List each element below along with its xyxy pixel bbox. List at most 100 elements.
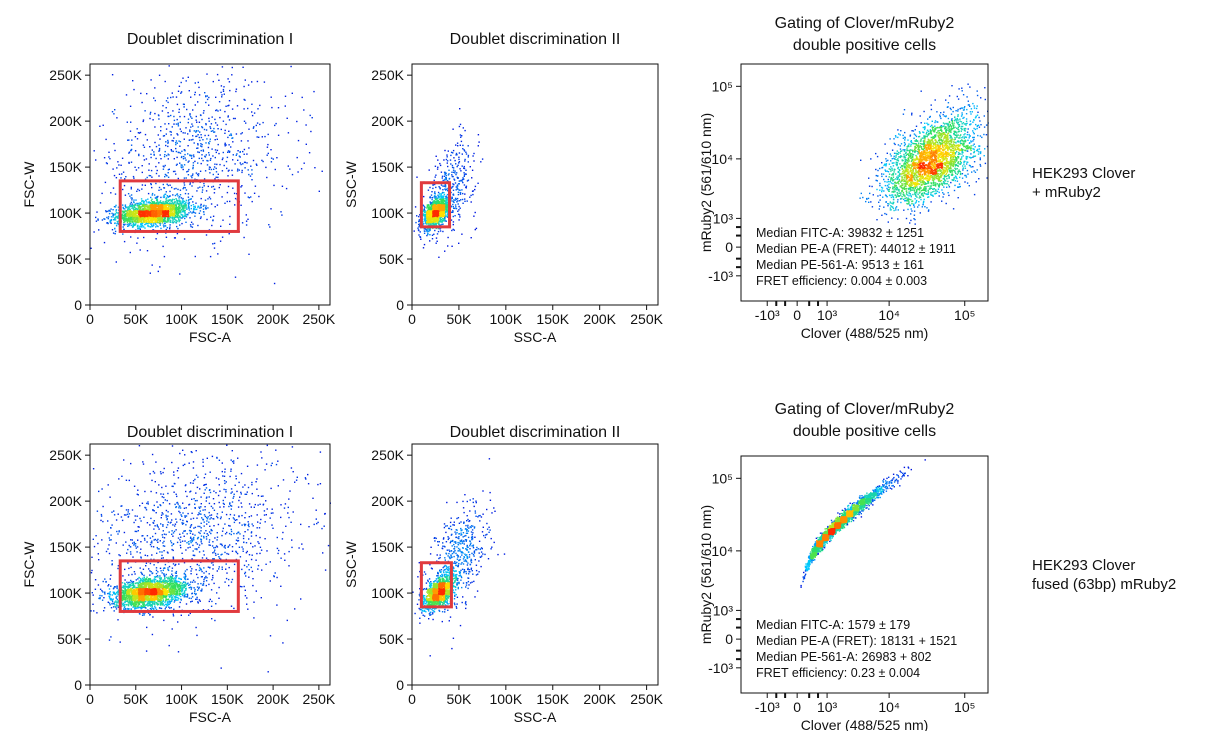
data-point — [195, 135, 197, 138]
data-point — [216, 138, 218, 140]
data-point — [442, 197, 444, 199]
data-point — [134, 209, 136, 211]
data-point — [146, 218, 149, 221]
data-point — [960, 107, 962, 109]
data-point — [150, 203, 153, 205]
data-point — [155, 213, 157, 215]
data-point — [285, 187, 288, 190]
data-point — [171, 217, 174, 219]
data-point — [140, 223, 142, 225]
data-point — [462, 177, 464, 179]
data-point — [434, 218, 437, 220]
data-point — [465, 187, 467, 189]
data-point — [153, 154, 155, 156]
data-point — [431, 238, 434, 240]
data-point — [135, 199, 137, 201]
data-point — [99, 202, 102, 204]
data-point — [301, 96, 303, 99]
data-point — [184, 209, 186, 212]
data-point — [156, 210, 158, 213]
data-point — [182, 206, 185, 208]
data-point — [224, 129, 226, 132]
data-point — [427, 204, 429, 206]
data-point — [252, 159, 255, 162]
data-point — [188, 203, 190, 205]
data-point — [427, 208, 430, 210]
data-point — [149, 213, 151, 215]
data-point — [114, 149, 116, 152]
data-point — [215, 109, 217, 112]
data-point — [431, 234, 434, 236]
data-point — [222, 151, 224, 154]
data-point — [171, 92, 173, 94]
data-point — [876, 219, 878, 221]
data-point — [185, 207, 187, 209]
data-point — [175, 164, 178, 166]
data-point — [183, 205, 185, 207]
data-point — [416, 215, 418, 217]
data-point — [435, 216, 437, 218]
data-point — [433, 217, 436, 219]
data-point — [952, 208, 955, 210]
data-point — [444, 200, 447, 203]
data-point — [167, 112, 169, 114]
data-point — [211, 148, 213, 150]
data-point — [160, 208, 163, 210]
data-point — [130, 144, 133, 146]
data-point — [970, 166, 972, 168]
data-point — [173, 201, 176, 204]
data-point — [467, 145, 469, 147]
data-point — [439, 215, 441, 217]
data-point — [437, 197, 439, 199]
data-point — [438, 193, 441, 195]
data-point — [973, 105, 975, 107]
y-tick-label: 150K — [49, 159, 82, 175]
data-point — [115, 177, 118, 179]
data-point — [183, 184, 186, 186]
data-point — [870, 158, 872, 160]
data-point — [209, 140, 211, 143]
data-point — [966, 150, 968, 152]
data-point — [121, 210, 124, 212]
data-point — [443, 203, 445, 205]
data-point — [247, 218, 249, 220]
data-point — [179, 202, 181, 204]
data-point — [122, 213, 124, 215]
data-point — [177, 203, 179, 205]
data-point — [424, 220, 427, 223]
data-point — [130, 204, 133, 207]
data-point — [141, 217, 144, 220]
data-point — [228, 144, 230, 146]
data-point — [159, 217, 161, 220]
data-point — [433, 200, 435, 202]
data-point — [459, 108, 461, 110]
data-point — [945, 202, 947, 205]
data-point — [127, 225, 129, 227]
data-point — [457, 145, 459, 147]
data-point — [186, 171, 188, 173]
data-point — [141, 171, 143, 174]
y-tick-label: 250K — [49, 67, 82, 83]
data-point — [114, 214, 116, 216]
data-point — [159, 224, 161, 226]
data-point — [939, 115, 941, 118]
data-point — [420, 238, 422, 240]
data-point — [427, 233, 429, 236]
data-point — [136, 190, 138, 192]
data-point — [193, 211, 195, 214]
data-point — [227, 115, 229, 117]
data-point — [155, 238, 157, 240]
data-point — [160, 210, 163, 212]
data-point — [200, 197, 202, 200]
data-point — [214, 118, 216, 121]
data-point — [187, 200, 190, 202]
data-point — [182, 158, 185, 160]
data-point — [124, 208, 126, 210]
data-point — [176, 215, 178, 217]
data-point — [463, 184, 466, 186]
data-point — [965, 118, 968, 120]
data-point — [211, 186, 213, 188]
data-point — [259, 123, 261, 126]
data-point — [158, 219, 160, 222]
data-point — [436, 168, 439, 170]
